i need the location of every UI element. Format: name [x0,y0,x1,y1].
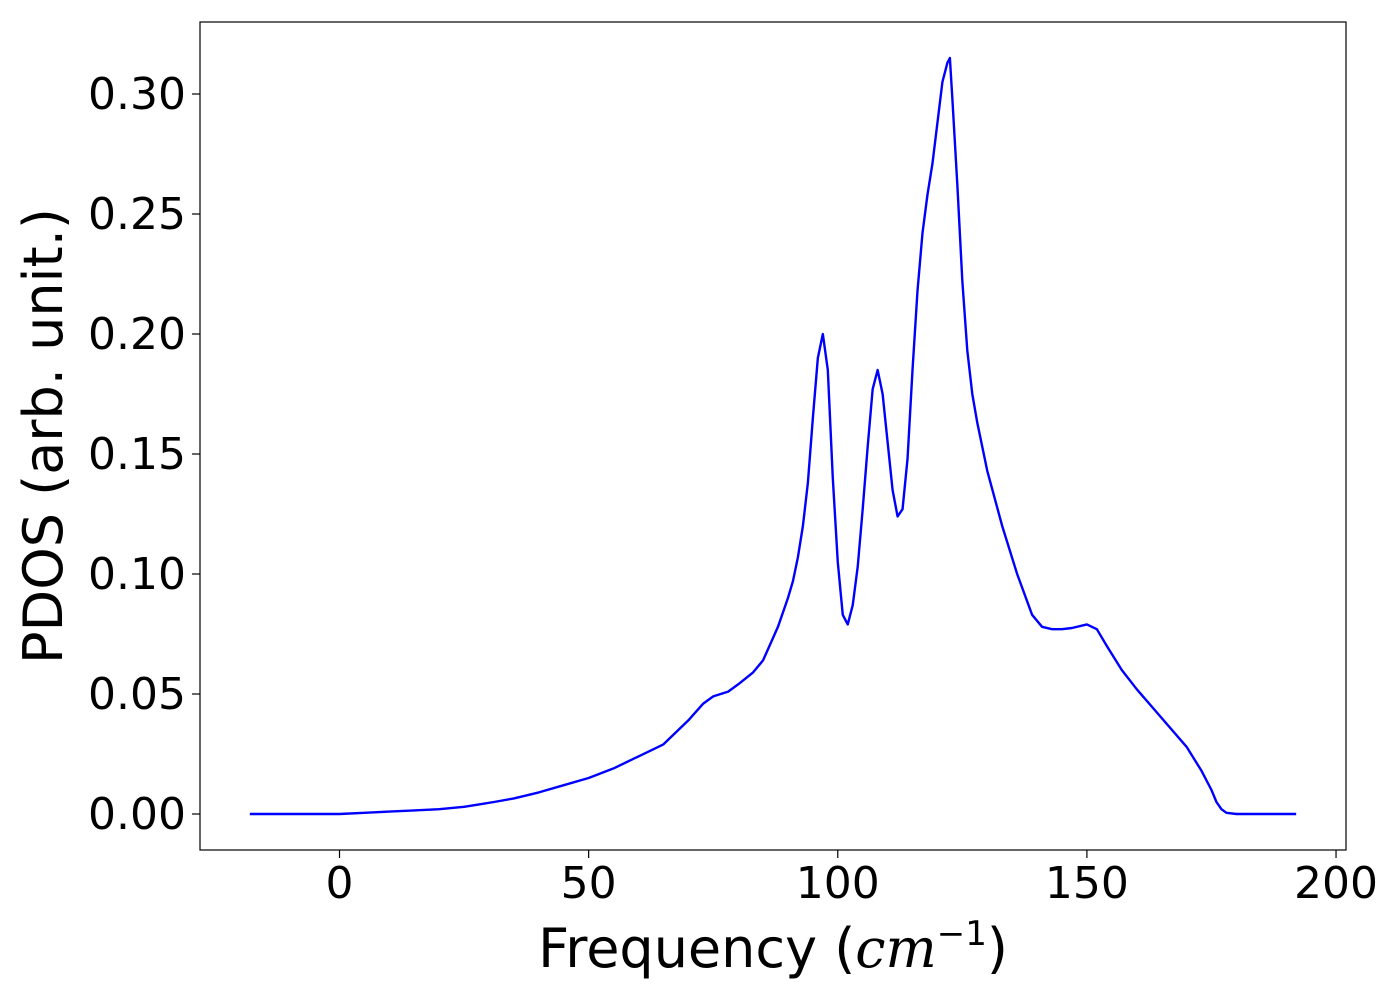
x-tick-label: 200 [1294,858,1378,909]
y-tick-label: 0.30 [88,69,186,120]
y-tick-label: 0.25 [88,189,186,240]
x-tick-label: 150 [1045,858,1129,909]
x-tick-label: 50 [561,858,617,909]
x-axis-title: Frequency (cm−1) [538,914,1008,980]
y-axis-title: PDOS (arb. unit.) [12,208,75,664]
y-tick-label: 0.00 [88,789,186,840]
y-tick-label: 0.20 [88,309,186,360]
x-axis-title-unit: cm [855,917,936,980]
x-tick-label: 0 [326,858,354,909]
y-tick-label: 0.15 [88,429,186,480]
series-layer [249,56,1297,816]
x-axis-title-close: ) [987,917,1008,980]
x-tick-label: 100 [796,858,880,909]
ticks-layer: 0 50 100 150 200 0.00 0.05 0.10 0.15 0.20 0.25 0.30 [88,69,1378,909]
x-axis-title-exponent: −1 [937,914,987,954]
y-tick-label: 0.05 [88,669,186,720]
y-tick-label: 0.10 [88,549,186,600]
x-axis-title-text: Frequency ( [538,917,855,980]
series-line [249,56,1297,816]
plot-frame [199,21,1347,851]
